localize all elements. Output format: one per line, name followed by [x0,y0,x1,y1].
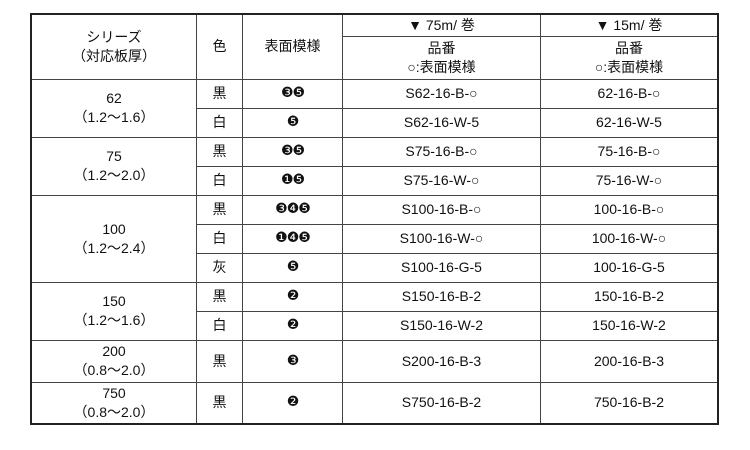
series-cell: 75 （1.2～2.0） [30,136,197,196]
color-cell: 白 [196,107,243,138]
part-no-label: 品番 [615,39,643,56]
part-note-label: ○:表面模様 [407,58,476,75]
header-partno-15: 品番 ○:表面模様 [540,35,719,80]
pattern-cell: ❶❹❺ [242,223,343,254]
part-15m-cell: 150-16-W-2 [540,310,719,341]
series-name: 100 [102,220,126,237]
series-cell: 200 （0.8～2.0） [30,339,197,383]
series-cell: 100 （1.2～2.4） [30,194,197,283]
table-row: 灰 ❺ S100-16-G-5 100-16-G-5 [31,252,719,283]
color-cell: 黒 [196,381,243,425]
header-partno-75: 品番 ○:表面模様 [342,35,541,80]
part-75m-cell: S150-16-W-2 [342,310,541,341]
part-75m-cell: S150-16-B-2 [342,281,541,312]
table-row: 750 （0.8～2.0） 黒 ❷ S750-16-B-2 750-16-B-2 [30,381,719,425]
color-cell: 黒 [196,281,243,312]
part-75m-cell: S62-16-W-5 [342,107,541,138]
pattern-cell: ❷ [242,281,343,312]
series-name: 62 [106,90,122,106]
thickness-label: （対応板厚） [72,47,156,64]
part-15m-cell: 75-16-W-○ [540,165,719,196]
color-cell: 灰 [196,252,243,283]
color-cell: 黒 [196,136,243,167]
pattern-cell: ❺ [242,107,343,138]
header-color: 色 [196,13,243,80]
series-cell: 62 （1.2～1.6） [30,78,197,138]
part-15m-cell: 75-16-B-○ [540,136,719,167]
part-75m-cell: S200-16-B-3 [342,339,541,383]
pattern-cell: ❷ [242,310,343,341]
part-75m-cell: S100-16-B-○ [342,194,541,225]
part-75m-cell: S750-16-B-2 [342,381,541,425]
part-75m-cell: S62-16-B-○ [342,78,541,109]
part-75m-cell: S100-16-G-5 [342,252,541,283]
part-15m-cell: 750-16-B-2 [540,381,719,425]
part-no-label: 品番 [427,39,456,56]
series-name: 750 [102,384,126,401]
part-15m-cell: 100-16-B-○ [540,194,719,225]
series-range: （1.2～2.0） [73,167,155,183]
header-15m: ▼ 15m/ 巻 [540,13,719,37]
part-15m-cell: 62-16-B-○ [540,78,719,109]
series-range: （1.2～1.6） [73,109,155,125]
color-cell: 白 [196,165,243,196]
header-75m: ▼ 75m/ 巻 [342,13,541,37]
pattern-cell: ❷ [242,381,343,425]
part-15m-cell: 62-16-W-5 [540,107,719,138]
part-75m-cell: S100-16-W-○ [342,223,541,254]
table-row: 200 （0.8～2.0） 黒 ❸ S200-16-B-3 200-16-B-3 [30,339,719,383]
color-cell: 白 [196,223,243,254]
series-name: 150 [102,293,126,309]
table-row: 白 ❷ S150-16-W-2 150-16-W-2 [31,310,719,341]
series-label: シリーズ [86,28,142,45]
product-table: シリーズ （対応板厚） 色 表面模様 ▼ 75m/ 巻 ▼ 15m/ 巻 品番 ○:… [30,13,719,425]
part-15m-cell: 150-16-B-2 [540,281,719,312]
pattern-cell: ❸❺ [242,78,343,109]
part-75m-cell: S75-16-B-○ [342,136,541,167]
header-series: シリーズ （対応板厚） [30,13,197,80]
color-cell: 黒 [196,339,243,383]
series-range: （1.2～1.6） [73,312,155,328]
pattern-cell: ❸❺ [242,136,343,167]
series-range: （1.2～2.4） [73,239,155,256]
pattern-cell: ❶❺ [242,165,343,196]
series-name: 200 [102,343,126,359]
color-cell: 白 [196,310,243,341]
part-75m-cell: S75-16-W-○ [342,165,541,196]
pattern-cell: ❺ [242,252,343,283]
header-pattern: 表面模様 [242,13,343,80]
series-cell: 150 （1.2～1.6） [30,281,197,341]
table-row: 白 ❺ S62-16-W-5 62-16-W-5 [31,107,719,138]
table-row: 150 （1.2～1.6） 黒 ❷ S150-16-B-2 150-16-B-2 [30,281,719,341]
color-cell: 黒 [196,78,243,109]
table-row: 75 （1.2～2.0） 黒 ❸❺ S75-16-B-○ 75-16-B-○ [30,136,719,196]
table-row: 白 ❶❹❺ S100-16-W-○ 100-16-W-○ [31,223,719,254]
pattern-cell: ❸❹❺ [242,194,343,225]
series-range: （0.8～2.0） [73,362,155,378]
table-row: 62 （1.2～1.6） 黒 ❸❺ S62-16-B-○ 62-16-B-○ [30,78,719,138]
part-note-label: ○:表面模様 [594,58,664,75]
part-15m-cell: 200-16-B-3 [540,339,719,383]
series-range: （0.8～2.0） [73,403,155,420]
table-row: 100 （1.2～2.4） 黒 ❸❹❺ S100-16-B-○ 100-16-B-○ [30,194,719,283]
series-cell: 750 （0.8～2.0） [30,381,197,425]
pattern-cell: ❸ [242,339,343,383]
color-cell: 黒 [196,194,243,225]
table-row: 白 ❶❺ S75-16-W-○ 75-16-W-○ [31,165,719,196]
part-15m-cell: 100-16-W-○ [540,223,719,254]
series-name: 75 [106,148,122,164]
part-15m-cell: 100-16-G-5 [540,252,719,283]
